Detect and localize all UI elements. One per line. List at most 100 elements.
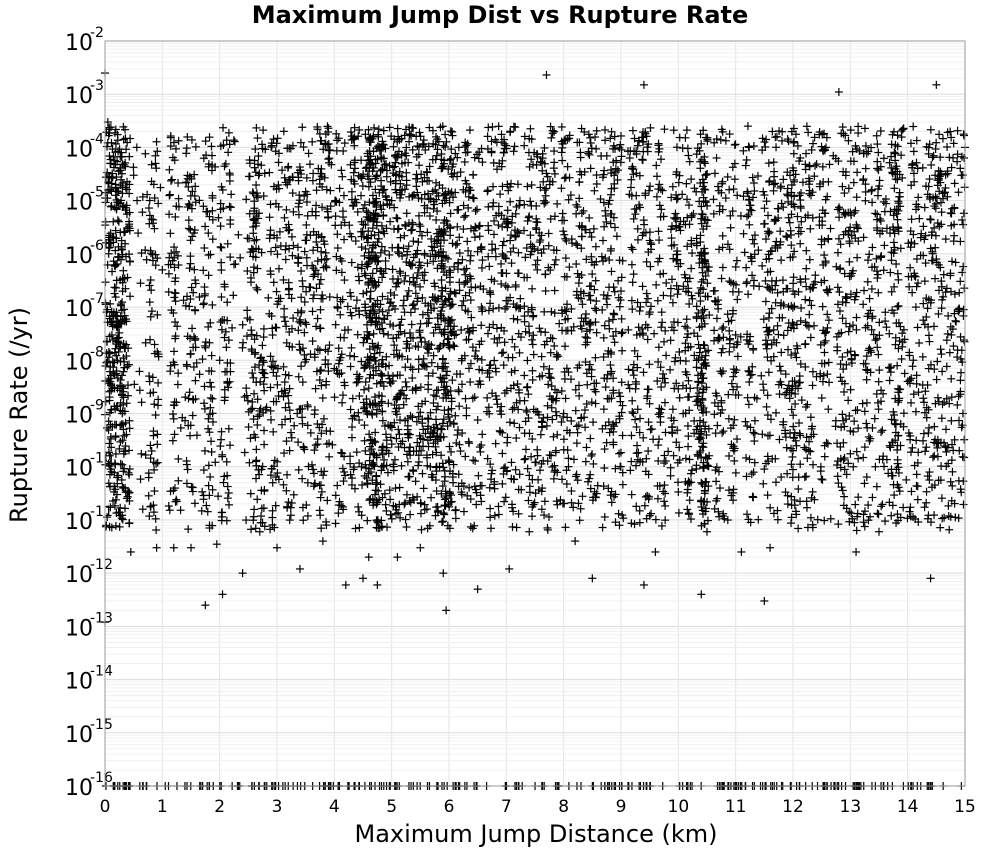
data-point bbox=[207, 142, 216, 151]
data-point bbox=[669, 451, 678, 460]
data-point bbox=[525, 212, 534, 221]
data-point bbox=[824, 235, 833, 244]
data-point bbox=[763, 431, 772, 440]
data-point bbox=[125, 446, 134, 455]
data-point bbox=[260, 386, 269, 395]
data-point bbox=[420, 276, 429, 285]
data-point bbox=[250, 204, 259, 213]
data-point bbox=[185, 264, 194, 273]
data-point bbox=[645, 360, 654, 369]
data-point bbox=[363, 480, 372, 489]
data-point bbox=[123, 138, 132, 147]
data-point bbox=[325, 341, 334, 350]
data-point bbox=[492, 324, 501, 333]
data-point bbox=[486, 504, 495, 513]
data-point bbox=[112, 351, 121, 360]
data-point bbox=[222, 457, 231, 466]
data-point bbox=[491, 439, 500, 448]
data-point bbox=[340, 467, 349, 476]
data-point bbox=[111, 246, 120, 255]
data-point bbox=[651, 547, 660, 556]
data-point bbox=[719, 427, 728, 436]
data-point bbox=[220, 162, 229, 171]
data-point bbox=[743, 122, 752, 131]
data-point bbox=[315, 481, 324, 490]
data-point bbox=[279, 480, 288, 489]
data-point bbox=[386, 217, 395, 226]
data-point bbox=[102, 521, 111, 530]
data-point bbox=[644, 385, 653, 394]
data-point bbox=[111, 125, 120, 134]
data-point bbox=[572, 439, 581, 448]
data-point bbox=[610, 338, 619, 347]
data-point bbox=[714, 304, 723, 313]
data-point bbox=[104, 448, 113, 457]
data-point bbox=[674, 478, 683, 487]
chart-title: Maximum Jump Dist vs Rupture Rate bbox=[252, 1, 749, 29]
data-point bbox=[378, 307, 387, 316]
data-point bbox=[873, 509, 882, 518]
data-point bbox=[758, 261, 767, 270]
data-point bbox=[312, 237, 321, 246]
data-point bbox=[477, 441, 486, 450]
data-point bbox=[824, 405, 833, 414]
data-point bbox=[817, 394, 826, 403]
data-point bbox=[118, 511, 127, 520]
data-point bbox=[445, 442, 454, 451]
data-point bbox=[225, 176, 234, 185]
data-point bbox=[273, 380, 282, 389]
data-point bbox=[116, 312, 125, 321]
data-point bbox=[836, 373, 845, 382]
data-point bbox=[182, 360, 191, 369]
data-point bbox=[666, 463, 675, 472]
data-point bbox=[268, 506, 277, 515]
data-point bbox=[284, 399, 293, 408]
data-point bbox=[730, 456, 739, 465]
data-point bbox=[836, 240, 845, 249]
data-point bbox=[561, 254, 570, 263]
data-point bbox=[338, 295, 347, 304]
data-point bbox=[279, 127, 288, 136]
data-point bbox=[914, 448, 923, 457]
data-point bbox=[145, 211, 154, 220]
data-point bbox=[469, 194, 478, 203]
data-point bbox=[387, 196, 396, 205]
data-point bbox=[575, 516, 584, 525]
data-point bbox=[285, 328, 294, 337]
data-point bbox=[660, 125, 669, 134]
data-point bbox=[252, 445, 261, 454]
data-point bbox=[118, 178, 127, 187]
data-point bbox=[249, 512, 258, 521]
data-point bbox=[834, 520, 843, 529]
data-point bbox=[396, 233, 405, 242]
data-point bbox=[475, 232, 484, 241]
data-point bbox=[170, 360, 179, 369]
data-point bbox=[111, 344, 120, 353]
data-point bbox=[318, 393, 327, 402]
data-point bbox=[551, 255, 560, 264]
data-point bbox=[251, 524, 260, 533]
data-point bbox=[860, 522, 869, 531]
data-point bbox=[281, 255, 290, 264]
data-point bbox=[309, 469, 318, 478]
data-point bbox=[662, 351, 671, 360]
data-point bbox=[759, 187, 768, 196]
data-point bbox=[631, 415, 640, 424]
data-point bbox=[108, 232, 117, 241]
data-point bbox=[191, 376, 200, 385]
data-point bbox=[490, 356, 499, 365]
data-point bbox=[647, 509, 656, 518]
data-point bbox=[116, 276, 125, 285]
data-point bbox=[122, 315, 131, 324]
data-point bbox=[149, 431, 158, 440]
data-point bbox=[164, 269, 173, 278]
data-point bbox=[789, 149, 798, 158]
data-point bbox=[687, 175, 696, 184]
data-point bbox=[922, 498, 931, 507]
data-point bbox=[252, 283, 261, 292]
data-point bbox=[448, 376, 457, 385]
data-point bbox=[105, 396, 114, 405]
data-point bbox=[558, 216, 567, 225]
data-point bbox=[274, 391, 283, 400]
data-point bbox=[690, 184, 699, 193]
